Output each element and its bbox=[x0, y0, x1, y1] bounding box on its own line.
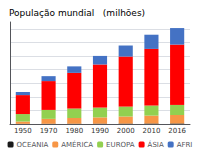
svg-text:2016: 2016 bbox=[168, 127, 186, 135]
svg-text:AFRI: AFRI bbox=[177, 141, 193, 149]
svg-text:1950: 1950 bbox=[14, 127, 32, 135]
svg-text:2010: 2010 bbox=[143, 127, 161, 135]
svg-text:2000: 2000 bbox=[117, 127, 135, 135]
svg-text:População mundial (milhões): População mundial (milhões) bbox=[9, 8, 145, 18]
svg-text:1980: 1980 bbox=[65, 127, 83, 135]
svg-text:1990: 1990 bbox=[91, 127, 109, 135]
svg-text:1970: 1970 bbox=[40, 127, 58, 135]
svg-text:ÁSIA: ÁSIA bbox=[148, 140, 164, 149]
svg-text:AMÉRICA: AMÉRICA bbox=[61, 140, 93, 149]
svg-text:OCEANIA: OCEANIA bbox=[17, 141, 49, 149]
svg-text:EUROPA: EUROPA bbox=[106, 141, 135, 149]
